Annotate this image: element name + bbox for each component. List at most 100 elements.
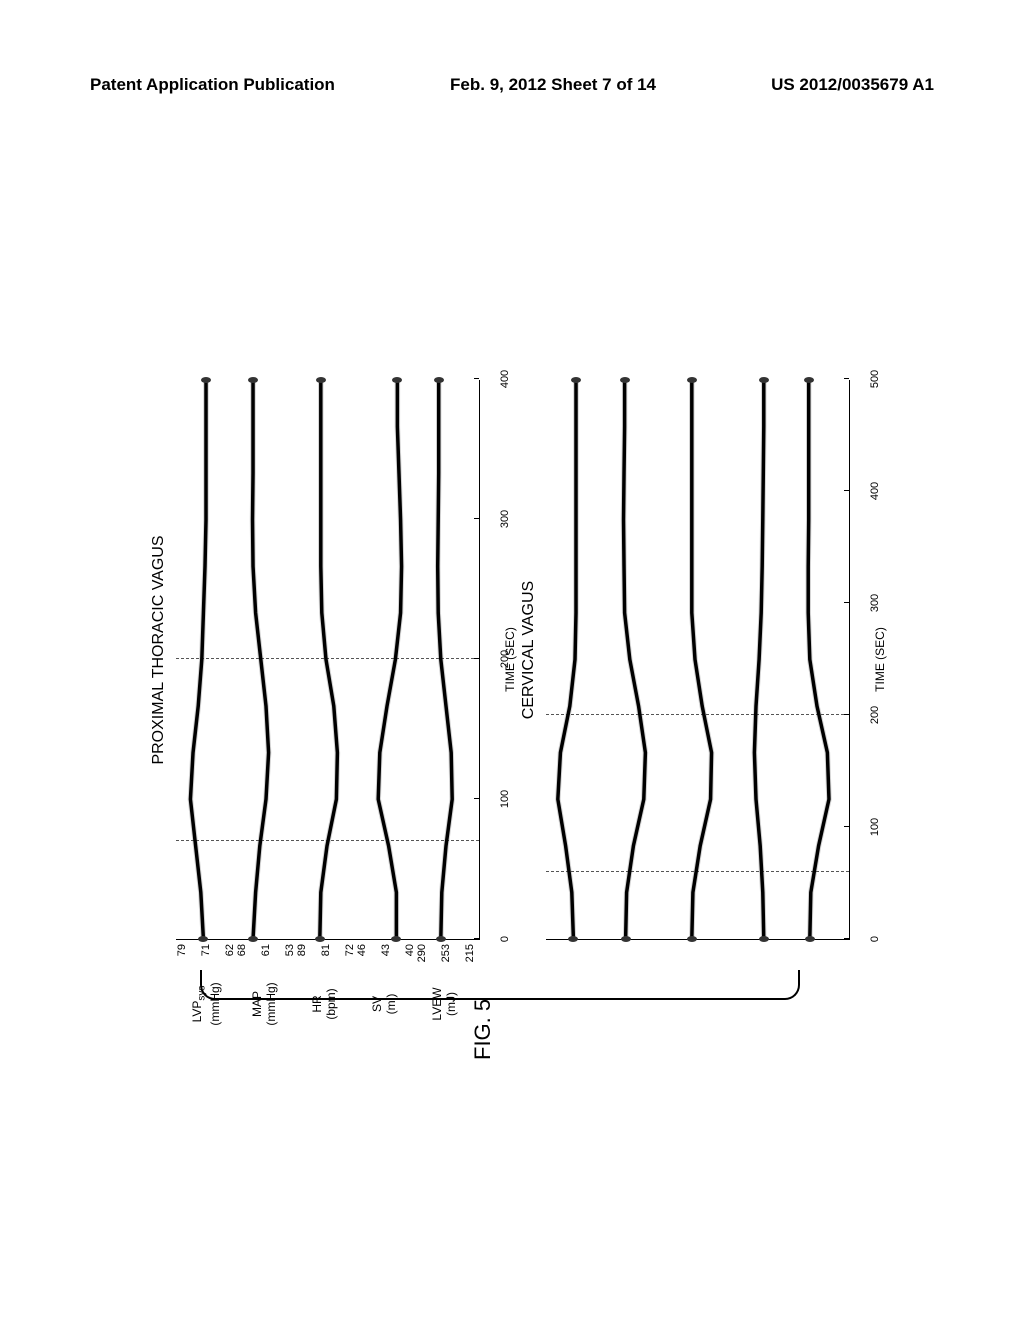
trace xyxy=(730,380,782,939)
trace-start-marker xyxy=(315,936,325,942)
y-axis-label: LVPsys(mmHg) xyxy=(190,974,223,1034)
figure-container: FIG. 5 PROXIMAL THORACIC VAGUS LVPsys(mm… xyxy=(150,340,870,940)
trace-start-marker xyxy=(805,936,815,942)
figure-brace xyxy=(200,970,800,1000)
x-gridline xyxy=(844,490,849,491)
x-gridline xyxy=(474,518,479,519)
trace xyxy=(670,380,722,939)
y-tick: 40 xyxy=(404,944,416,974)
trace-start-marker xyxy=(436,936,446,942)
trace-svg xyxy=(240,380,292,939)
trace-svg xyxy=(730,380,782,939)
x-gridline xyxy=(474,658,479,659)
chart-column-cervical: CERVICAL VAGUS 0100200300400500TIME (SEC… xyxy=(520,360,850,940)
y-tick: 253 xyxy=(440,944,452,974)
y-tick: 62 xyxy=(224,944,236,974)
trace-end-marker xyxy=(687,377,697,383)
trace-end-marker xyxy=(201,377,211,383)
y-ticks: 464340 xyxy=(360,944,412,974)
y-tick: 68 xyxy=(236,944,248,974)
chart-row xyxy=(550,380,602,939)
y-tick: 290 xyxy=(416,944,428,974)
x-gridline xyxy=(474,798,479,799)
trace-end-marker xyxy=(434,377,444,383)
trace-end-marker xyxy=(759,377,769,383)
trace-start-marker xyxy=(248,936,258,942)
x-gridline xyxy=(844,826,849,827)
trace-start-marker xyxy=(621,936,631,942)
x-gridline xyxy=(844,602,849,603)
trace-start-marker xyxy=(759,936,769,942)
trace-svg xyxy=(670,380,722,939)
trace-svg xyxy=(790,380,842,939)
trace xyxy=(180,380,232,939)
column-title: PROXIMAL THORACIC VAGUS xyxy=(150,360,168,940)
x-tick: 300 xyxy=(869,594,881,612)
trace-svg xyxy=(420,380,472,939)
trace xyxy=(240,380,292,939)
trace-end-marker xyxy=(620,377,630,383)
trace-svg xyxy=(610,380,662,939)
x-gridline xyxy=(844,714,849,715)
trace xyxy=(300,380,352,939)
trace xyxy=(790,380,842,939)
x-gridline xyxy=(844,938,849,939)
x-axis-label: TIME (SEC) xyxy=(873,627,887,692)
trace-svg xyxy=(180,380,232,939)
chart-row: SV(ml)464340 xyxy=(360,380,412,939)
x-tick: 0 xyxy=(499,936,511,942)
header-center: Feb. 9, 2012 Sheet 7 of 14 xyxy=(450,75,656,95)
x-tick: 500 xyxy=(869,370,881,388)
y-axis-label: HR(bpm) xyxy=(310,974,339,1034)
y-tick: 79 xyxy=(176,944,188,974)
x-gridline xyxy=(474,938,479,939)
trace xyxy=(360,380,412,939)
y-ticks: 898172 xyxy=(300,944,352,974)
chart-row: MAP(mmHg)686153 xyxy=(240,380,292,939)
header-left: Patent Application Publication xyxy=(90,75,335,95)
y-tick: 72 xyxy=(344,944,356,974)
trace-svg xyxy=(300,380,352,939)
header-right: US 2012/0035679 A1 xyxy=(771,75,934,95)
x-tick: 100 xyxy=(499,790,511,808)
x-tick: 100 xyxy=(869,818,881,836)
charts-wrapper-left: LVPsys(mmHg)797162MAP(mmHg)686153HR(bpm)… xyxy=(176,380,480,940)
trace-start-marker xyxy=(391,936,401,942)
x-tick: 400 xyxy=(499,370,511,388)
trace-end-marker xyxy=(804,377,814,383)
trace-end-marker xyxy=(248,377,258,383)
y-tick: 81 xyxy=(320,944,332,974)
y-ticks: 686153 xyxy=(240,944,292,974)
trace-start-marker xyxy=(687,936,697,942)
y-tick: 215 xyxy=(464,944,476,974)
chart-row: LVPsys(mmHg)797162 xyxy=(180,380,232,939)
chart-row xyxy=(610,380,662,939)
y-tick: 46 xyxy=(356,944,368,974)
y-axis-label: LVEW(mJ) xyxy=(430,974,459,1034)
y-tick: 89 xyxy=(296,944,308,974)
y-tick: 43 xyxy=(380,944,392,974)
x-axis-label: TIME (SEC) xyxy=(503,627,517,692)
trace-svg xyxy=(550,380,602,939)
x-tick: 300 xyxy=(499,510,511,528)
chart-column-proximal: PROXIMAL THORACIC VAGUS LVPsys(mmHg)7971… xyxy=(150,360,480,940)
charts-wrapper-right: 0100200300400500TIME (SEC) xyxy=(546,380,850,940)
y-tick: 71 xyxy=(200,944,212,974)
chart-row xyxy=(790,380,842,939)
trace-start-marker xyxy=(198,936,208,942)
x-gridline xyxy=(844,378,849,379)
trace-start-marker xyxy=(568,936,578,942)
chart-row: LVEW(mJ)290253215 xyxy=(420,380,472,939)
chart-row: HR(bpm)898172 xyxy=(300,380,352,939)
y-tick: 61 xyxy=(260,944,272,974)
trace xyxy=(610,380,662,939)
trace xyxy=(420,380,472,939)
x-tick: 0 xyxy=(869,936,881,942)
chart-row xyxy=(730,380,782,939)
chart-row xyxy=(670,380,722,939)
trace-end-marker xyxy=(571,377,581,383)
x-tick: 200 xyxy=(869,706,881,724)
trace xyxy=(550,380,602,939)
y-axis-label: MAP(mmHg) xyxy=(250,974,279,1034)
x-tick: 400 xyxy=(869,482,881,500)
